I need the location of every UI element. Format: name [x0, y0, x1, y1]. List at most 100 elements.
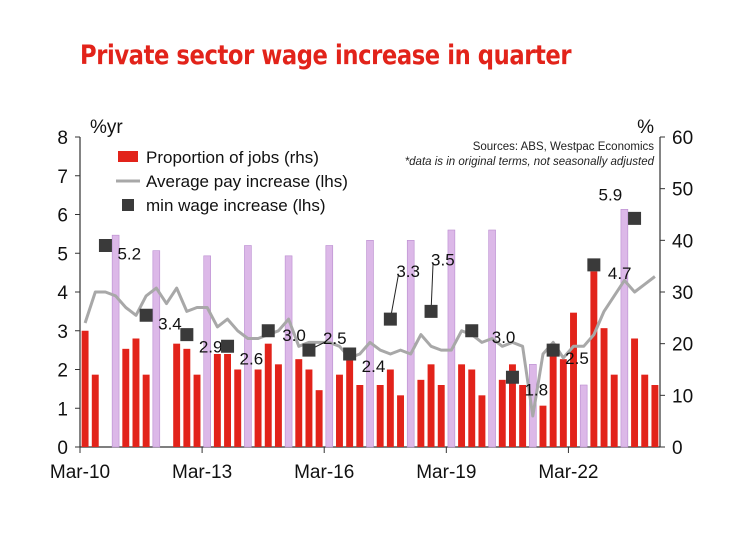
jobs-bar-highlight — [406, 240, 415, 448]
jobs-bar — [193, 374, 201, 447]
x-tick-label: Mar-13 — [172, 462, 232, 483]
min-wage-label: 3.0 — [282, 326, 306, 345]
jobs-bar — [458, 364, 466, 447]
min-wage-marker — [465, 324, 479, 338]
left-tick-label: 4 — [57, 283, 68, 304]
jobs-bar-highlight — [284, 255, 293, 448]
min-wage-label: 3.3 — [396, 262, 420, 281]
jobs-bar — [641, 374, 649, 447]
jobs-bar-highlight — [529, 364, 537, 448]
right-tick-label: 30 — [672, 283, 693, 304]
x-tick-label: Mar-10 — [50, 462, 110, 483]
jobs-bar — [498, 379, 506, 447]
left-axis-unit: %yr — [90, 117, 123, 138]
min-wage-label: 3.5 — [431, 250, 455, 269]
jobs-bar — [437, 385, 445, 447]
left-tick-label: 0 — [57, 438, 68, 459]
min-wage-marker — [261, 324, 275, 338]
jobs-bar — [651, 385, 659, 447]
legend-label: Proportion of jobs (rhs) — [146, 148, 319, 167]
right-axis-unit: % — [637, 117, 654, 138]
jobs-bar — [173, 343, 181, 447]
legend-swatch-marker — [122, 199, 134, 211]
left-tick-label: 2 — [57, 361, 68, 382]
jobs-bar-highlight — [325, 245, 334, 448]
jobs-bar — [122, 348, 130, 447]
min-wage-marker — [546, 343, 560, 357]
jobs-bar — [346, 359, 354, 447]
jobs-bars-group — [81, 209, 659, 448]
min-wage-label: 2.4 — [362, 357, 386, 376]
jobs-bar — [478, 395, 486, 447]
jobs-bar — [224, 354, 232, 447]
min-wage-markers-group: 5.2 3.4 2.9 2.6 3.0 2.5 2.4 3.3 3.5 3.0 1.8 2.5 4.7 5… — [98, 185, 642, 399]
jobs-bar — [508, 364, 516, 447]
min-wage-label: 2.6 — [240, 349, 264, 368]
min-wage-label: 3.4 — [158, 314, 182, 333]
min-wage-marker — [383, 312, 397, 326]
jobs-bar-highlight — [620, 209, 629, 448]
jobs-bar — [570, 312, 577, 447]
min-wage-marker — [221, 339, 235, 353]
left-tick-label: 5 — [57, 244, 68, 265]
jobs-bar — [91, 374, 99, 447]
jobs-bar — [590, 271, 598, 447]
jobs-bar — [356, 385, 364, 447]
ticks-group: 0 1 2 3 4 5 6 7 8 0 10 20 30 40 50 60 Mar-10 Mar-13 Mar-16… — [50, 117, 693, 483]
source-line: *data is in original terms, not seasonal… — [405, 156, 655, 168]
source-note: Sources: ABS, Westpac Economics *data is … — [405, 141, 655, 168]
jobs-bar — [631, 338, 639, 447]
x-tick-label: Mar-16 — [294, 462, 354, 483]
left-tick-label: 7 — [57, 167, 68, 188]
jobs-bar-highlight — [244, 245, 252, 448]
jobs-bar-highlight — [203, 255, 211, 448]
jobs-bar — [315, 390, 323, 447]
jobs-bar — [213, 354, 221, 447]
jobs-bar — [81, 330, 89, 447]
jobs-bar — [610, 374, 618, 447]
min-wage-marker — [587, 258, 601, 272]
jobs-bar — [386, 369, 394, 447]
jobs-bar — [183, 348, 191, 447]
jobs-bar-highlight — [111, 234, 120, 448]
min-wage-label: 1.8 — [524, 380, 548, 399]
jobs-bar — [539, 405, 547, 447]
right-tick-label: 40 — [672, 231, 693, 252]
jobs-bar — [264, 343, 272, 447]
marker-leader-line — [430, 263, 434, 312]
x-tick-label: Mar-22 — [538, 462, 598, 483]
jobs-bar-highlight — [447, 229, 456, 448]
min-wage-marker — [180, 328, 194, 342]
min-wage-label: 5.9 — [599, 185, 623, 204]
x-tick-label: Mar-19 — [416, 462, 476, 483]
min-wage-label: 2.9 — [199, 338, 223, 357]
left-tick-label: 8 — [57, 128, 68, 149]
jobs-bar — [468, 369, 476, 447]
jobs-bar — [132, 338, 140, 447]
jobs-bar — [274, 364, 282, 447]
jobs-bar — [254, 369, 262, 447]
avg-pay-line-group — [83, 275, 656, 418]
jobs-bar — [376, 385, 384, 447]
jobs-bar — [397, 395, 404, 447]
min-wage-marker — [424, 304, 438, 318]
jobs-bar — [549, 343, 557, 447]
min-wage-marker — [628, 211, 642, 225]
right-tick-label: 10 — [672, 386, 693, 407]
min-wage-label: 2.5 — [323, 329, 347, 348]
jobs-bar — [305, 369, 313, 447]
jobs-bar — [427, 364, 435, 447]
jobs-bar-highlight — [579, 384, 588, 448]
jobs-bar — [559, 359, 567, 447]
min-wage-marker — [98, 239, 112, 252]
right-tick-label: 60 — [672, 128, 693, 149]
left-tick-label: 3 — [57, 322, 68, 343]
avg-pay-line — [83, 275, 656, 418]
jobs-bar — [417, 379, 425, 447]
jobs-bar-highlight — [152, 250, 161, 448]
jobs-bar — [600, 328, 608, 447]
chart-title: Private sector wage increase in quarter — [80, 40, 572, 71]
min-wage-label: 2.5 — [565, 349, 589, 368]
jobs-bar — [142, 374, 150, 447]
